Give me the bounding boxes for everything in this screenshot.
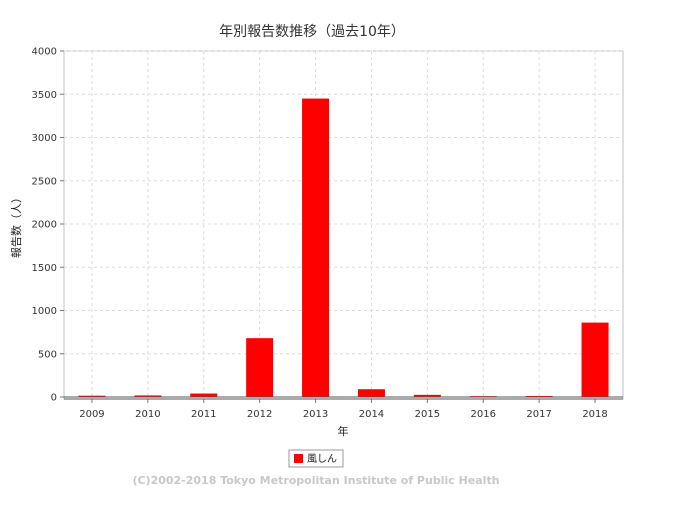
bar-2014 — [357, 389, 385, 397]
x-tick-label: 2009 — [79, 409, 104, 420]
y-tick-label: 4000 — [32, 47, 57, 58]
x-tick-label: 2015 — [415, 409, 440, 420]
y-tick-label: 1500 — [32, 263, 57, 274]
chart-title: 年別報告数推移（過去10年） — [219, 24, 405, 40]
y-tick-label: 500 — [38, 349, 57, 360]
plot-area — [63, 50, 624, 400]
x-tick-label: 2017 — [526, 409, 551, 420]
bar-2011 — [190, 393, 218, 397]
y-axis-label: 報告数（人） — [10, 192, 23, 258]
x-axis-label: 年 — [338, 424, 349, 438]
x-axis-ticks: 2009 2010 2011 2012 2013 2014 2015 2016 2017 2018 — [79, 399, 608, 420]
y-tick-label: 3000 — [32, 133, 57, 144]
bar-2009 — [78, 395, 106, 397]
y-tick-label: 3500 — [32, 90, 57, 101]
bar-2010 — [134, 395, 162, 397]
y-tick-label: 0 — [51, 393, 57, 404]
y-tick-label: 2000 — [32, 220, 57, 231]
legend-label: 風しん — [307, 453, 337, 465]
bar-2012 — [246, 338, 274, 397]
x-tick-label: 2014 — [359, 409, 384, 420]
x-tick-label: 2016 — [471, 409, 496, 420]
bar-2015 — [413, 394, 441, 397]
y-axis-ticks: 0 500 1000 1500 2000 2500 3000 3500 4000 — [32, 47, 64, 404]
y-tick-label: 2500 — [32, 176, 57, 187]
x-tick-label: 2011 — [191, 409, 216, 420]
x-tick-label: 2018 — [582, 409, 607, 420]
legend-swatch — [294, 454, 303, 463]
y-tick-label: 1000 — [32, 306, 57, 317]
x-tick-label: 2010 — [135, 409, 160, 420]
bar-2018 — [581, 322, 609, 397]
x-tick-label: 2012 — [247, 409, 272, 420]
bar-2013 — [302, 98, 330, 397]
bars — [78, 98, 609, 397]
copyright-text: (C)2002-2018 Tokyo Metropolitan Institut… — [132, 474, 499, 487]
legend: 風しん — [288, 449, 344, 468]
bar-2017 — [525, 395, 553, 397]
x-tick-label: 2013 — [303, 409, 328, 420]
